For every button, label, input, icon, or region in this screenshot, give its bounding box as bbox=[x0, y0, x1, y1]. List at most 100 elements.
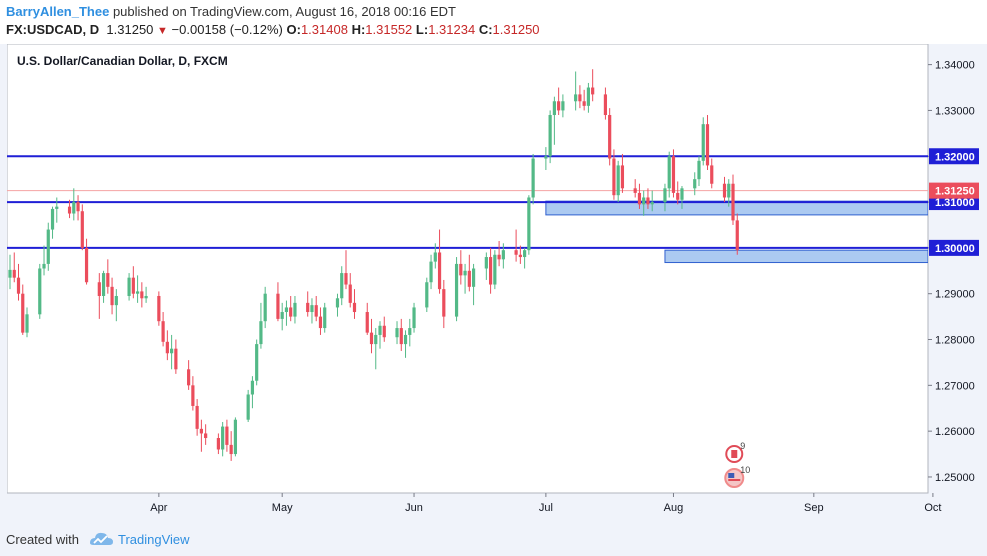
candle-body bbox=[216, 438, 220, 450]
candle-body bbox=[561, 101, 565, 111]
candle-body bbox=[557, 101, 561, 111]
candle-body bbox=[280, 312, 284, 319]
candle-body bbox=[191, 385, 195, 406]
candle-body bbox=[344, 273, 348, 285]
y-tick-label: 1.27000 bbox=[935, 380, 975, 392]
candle-body bbox=[591, 87, 595, 95]
candle-body bbox=[314, 305, 318, 317]
candle-body bbox=[437, 252, 442, 290]
candle-body bbox=[642, 197, 646, 205]
candle-body bbox=[701, 124, 705, 161]
candle-body bbox=[195, 405, 199, 429]
candle-body bbox=[276, 293, 280, 319]
candle-body bbox=[671, 156, 676, 193]
candle-body bbox=[229, 444, 233, 455]
candle-body bbox=[21, 293, 25, 333]
candle-body bbox=[425, 282, 429, 308]
candle-body bbox=[710, 165, 714, 184]
candlestick-chart[interactable]: U.S. Dollar/Canadian Dollar, D, FXCM 1.34… bbox=[6, 43, 980, 520]
candle-body bbox=[165, 341, 169, 354]
tradingview-link[interactable]: TradingView bbox=[118, 532, 190, 547]
candle-body bbox=[578, 94, 582, 102]
high-label: H: bbox=[351, 22, 366, 37]
candle-body bbox=[731, 183, 735, 221]
candle-body bbox=[12, 269, 16, 278]
tradingview-logo-icon[interactable] bbox=[88, 529, 114, 547]
candle-body bbox=[340, 273, 344, 299]
candle-body bbox=[531, 158, 535, 198]
candle-body bbox=[259, 321, 263, 345]
candle-body bbox=[80, 211, 84, 248]
candle-body bbox=[284, 307, 289, 313]
candle-body bbox=[174, 348, 178, 370]
low-value: 1.31234 bbox=[428, 22, 476, 37]
candle-body bbox=[680, 188, 684, 200]
candle-body bbox=[25, 314, 29, 333]
open-label: O: bbox=[286, 22, 301, 37]
candle-body bbox=[144, 295, 148, 299]
candle-body bbox=[735, 220, 739, 251]
candle-body bbox=[161, 321, 165, 342]
candle-body bbox=[523, 250, 527, 258]
last-price-tag-label: 1.31250 bbox=[935, 186, 975, 198]
candle-body bbox=[395, 328, 399, 338]
candle-body bbox=[127, 277, 131, 296]
candle-body bbox=[369, 332, 374, 345]
candle-body bbox=[501, 250, 505, 260]
y-tick-label: 1.29000 bbox=[935, 289, 975, 301]
candle-body bbox=[727, 183, 731, 198]
candle-body bbox=[408, 328, 412, 335]
candle-body bbox=[459, 263, 463, 276]
candle-body bbox=[552, 101, 556, 116]
candle-body bbox=[471, 268, 476, 287]
candle-body bbox=[544, 156, 548, 159]
chart-container[interactable]: U.S. Dollar/Canadian Dollar, D, FXCM 1.34… bbox=[6, 43, 980, 520]
candle-body bbox=[225, 426, 229, 445]
candle-body bbox=[157, 295, 161, 322]
y-tick-label: 1.26000 bbox=[935, 426, 975, 438]
candle-body bbox=[484, 257, 488, 269]
candle-body bbox=[646, 197, 650, 205]
candle-body bbox=[106, 273, 110, 287]
candle-body bbox=[50, 208, 55, 230]
candle-body bbox=[433, 252, 437, 262]
publish-header: BarryAllen_Thee published on TradingView… bbox=[0, 0, 987, 44]
candle-body bbox=[637, 192, 642, 205]
candle-body bbox=[55, 206, 59, 209]
y-tick-label: 1.28000 bbox=[935, 335, 975, 347]
event-count: 9 bbox=[740, 441, 745, 451]
support-zone bbox=[664, 249, 928, 264]
candle-body bbox=[306, 302, 310, 313]
usa-flag-stripe bbox=[728, 479, 741, 481]
x-tick-label: Sep bbox=[804, 502, 824, 514]
candle-body bbox=[97, 282, 101, 296]
candle-body bbox=[612, 158, 616, 196]
candle-body bbox=[620, 165, 625, 189]
candle-body bbox=[101, 273, 106, 296]
candle-body bbox=[76, 202, 80, 212]
candle-body bbox=[663, 188, 667, 203]
candle-body bbox=[586, 87, 591, 106]
candle-body bbox=[582, 101, 586, 106]
author-link[interactable]: BarryAllen_Thee bbox=[6, 4, 110, 19]
y-tick-label: 1.33000 bbox=[935, 105, 975, 117]
candle-body bbox=[72, 202, 76, 214]
usa-flag-canton bbox=[728, 473, 735, 478]
chart-title: U.S. Dollar/Canadian Dollar, D, FXCM bbox=[17, 54, 228, 68]
candle-body bbox=[603, 94, 608, 116]
level-tag bbox=[929, 239, 979, 256]
candle-body bbox=[110, 286, 114, 306]
level-tag-label: 1.31000 bbox=[935, 197, 975, 209]
high-value: 1.31552 bbox=[365, 22, 413, 37]
candle-body bbox=[442, 289, 446, 317]
candle-body bbox=[412, 307, 416, 329]
candle-body bbox=[135, 291, 140, 294]
candle-body bbox=[399, 328, 403, 345]
maple-leaf-mark bbox=[731, 450, 738, 458]
candle-body bbox=[293, 302, 297, 317]
candle-body bbox=[697, 160, 701, 180]
x-tick-label: Apr bbox=[150, 502, 167, 514]
candle-body bbox=[574, 94, 578, 102]
level-tag-label: 1.32000 bbox=[935, 151, 975, 163]
down-arrow-icon: ▼ bbox=[157, 25, 168, 37]
